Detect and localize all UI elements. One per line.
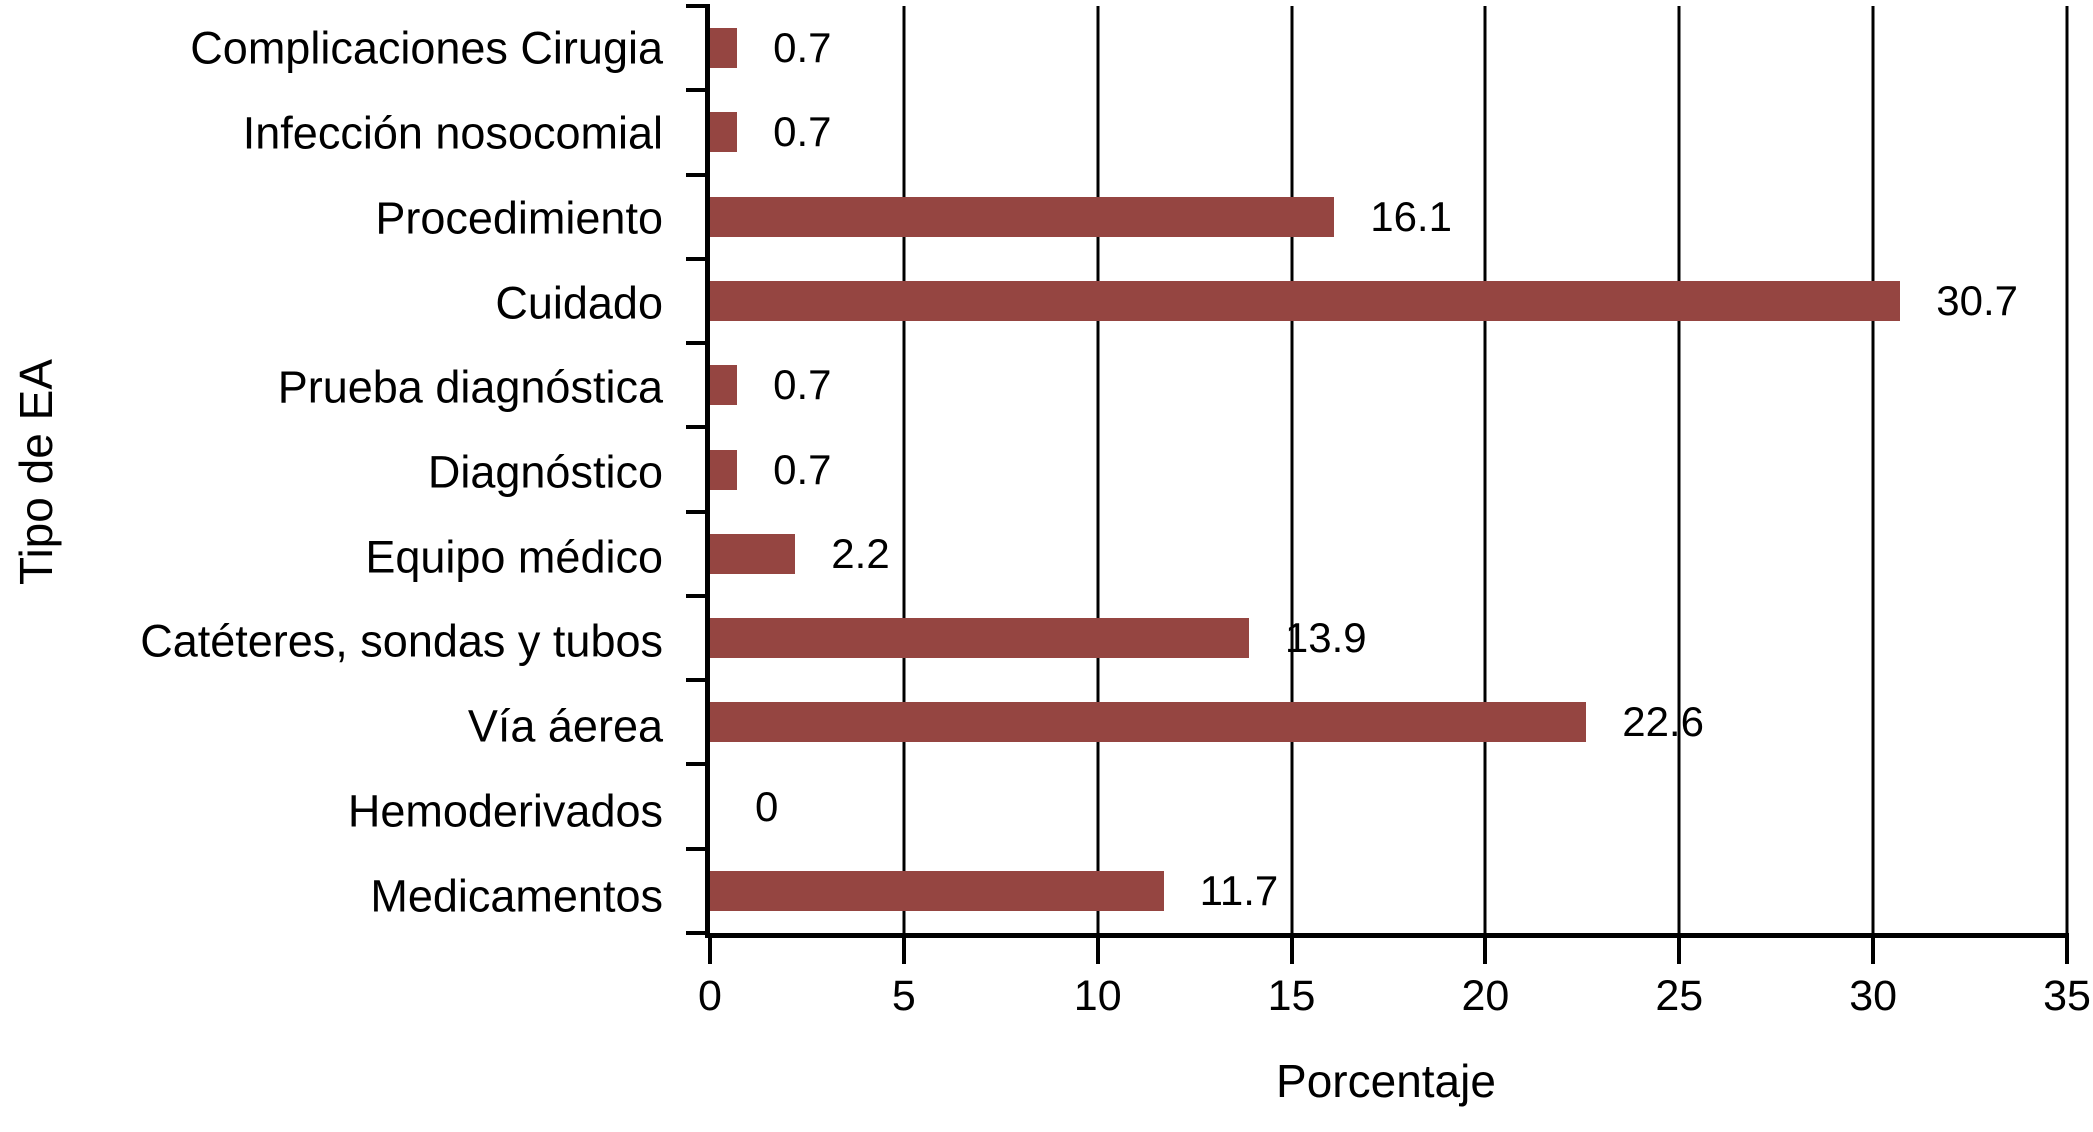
- bar-value-label: 0.7: [773, 24, 832, 72]
- bar-value-label: 13.9: [1284, 614, 1367, 662]
- bar: [710, 702, 1587, 743]
- y-axis-tick: [686, 88, 710, 93]
- x-axis-tick-label: 35: [2043, 972, 2091, 1020]
- x-axis-tick: [901, 933, 906, 964]
- y-axis-tick: [686, 341, 710, 346]
- category-label: Vía áerea: [467, 700, 663, 752]
- y-axis-tick: [686, 846, 710, 851]
- x-axis-tick-label: 0: [698, 972, 722, 1020]
- category-label: Infección nosocomial: [242, 107, 663, 159]
- bar: [710, 618, 1249, 659]
- category-label: Complicaciones Cirugia: [190, 22, 663, 74]
- x-axis-tick: [1677, 933, 1682, 964]
- y-axis-tick: [686, 593, 710, 598]
- bar: [710, 533, 796, 574]
- category-label: Hemoderivados: [347, 785, 663, 837]
- bar-value-label: 11.7: [1199, 866, 1279, 914]
- bar-value-label: 0.7: [773, 445, 832, 493]
- gridline: [1483, 6, 1487, 933]
- x-axis-tick: [1871, 933, 1876, 964]
- bar: [710, 365, 738, 406]
- x-axis-tick: [708, 933, 712, 964]
- x-axis-tick-label: 30: [1849, 972, 1898, 1020]
- gridline: [1096, 6, 1100, 933]
- y-axis-tick: [686, 931, 710, 935]
- y-axis-tick: [686, 256, 710, 261]
- bar: [710, 112, 738, 153]
- bar: [710, 280, 1901, 321]
- category-labels: Complicaciones Cirugia Infección nosocomi…: [0, 6, 663, 938]
- category-label: Medicamentos: [370, 869, 663, 921]
- x-axis-tick-label: 10: [1073, 972, 1122, 1020]
- bar: [710, 28, 738, 69]
- y-axis-tick: [686, 172, 710, 177]
- category-label: Cuidado: [495, 276, 663, 328]
- bar-value-label: 22.6: [1622, 698, 1704, 746]
- y-axis-tick: [686, 425, 710, 430]
- category-label: Diagnóstico: [427, 446, 663, 498]
- x-axis-tick: [1095, 933, 1100, 964]
- gridline: [2065, 6, 2069, 933]
- x-axis-title: Porcentaje: [1276, 1055, 1496, 1107]
- bar-value-label: 2.2: [831, 529, 890, 577]
- y-axis-tick: [686, 4, 710, 8]
- bar-value-label: 30.7: [1936, 276, 2019, 324]
- bar: [710, 196, 1335, 237]
- y-axis-tick: [686, 762, 710, 767]
- category-label: Prueba diagnóstica: [277, 361, 663, 413]
- gridline: [1677, 6, 1681, 933]
- category-label: Catéteres, sondas y tubos: [140, 615, 663, 667]
- y-axis-tick: [686, 678, 710, 683]
- x-axis-tick: [1289, 933, 1294, 964]
- gridline: [1290, 6, 1294, 933]
- category-label: Equipo médico: [365, 530, 663, 582]
- x-axis-tick: [1483, 933, 1488, 964]
- gridline: [1871, 6, 1875, 933]
- x-axis-tick-label: 25: [1655, 972, 1704, 1020]
- x-axis-tick-label: 5: [891, 972, 916, 1020]
- plot-area: 0 5 10 15 20 25 30 35 0.7 0.7 16.1 30.7 0.7 0.7 2.2 13.…: [686, 4, 2091, 1018]
- x-axis-tick-label: 15: [1267, 972, 1316, 1020]
- bar-value-label: 0.7: [773, 361, 832, 409]
- y-axis-tick: [686, 509, 710, 514]
- bar-value-label: 0.7: [773, 108, 832, 156]
- gridline: [902, 6, 906, 933]
- category-label: Procedimiento: [375, 192, 663, 244]
- bar: [710, 870, 1164, 911]
- bar-value-label: 16.1: [1370, 192, 1452, 240]
- bar-value-label: 0: [755, 782, 779, 830]
- x-axis-tick-label: 20: [1461, 972, 1510, 1020]
- bar: [710, 449, 738, 490]
- x-axis-tick: [2065, 933, 2069, 964]
